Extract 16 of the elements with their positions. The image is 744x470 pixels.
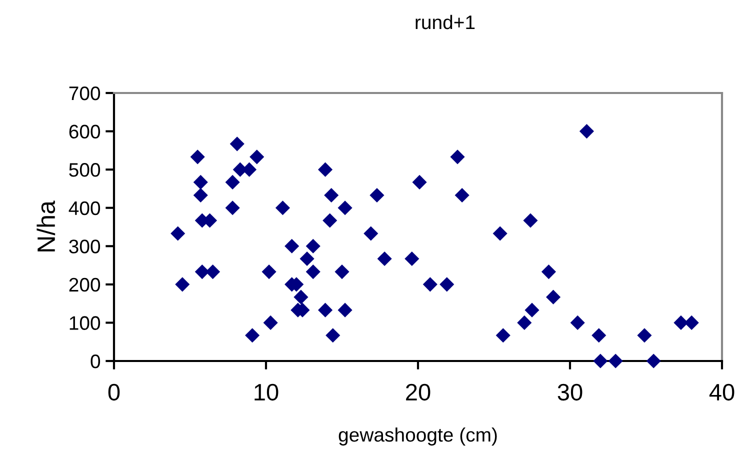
y-tick-label: 600 [69,124,100,139]
x-tick-label: 0 [108,384,120,401]
y-tick-label: 100 [70,316,100,330]
x-tick-label: 30 [558,384,582,401]
y-axis-title: N/ha [36,200,56,252]
y-tick-label: 200 [69,278,100,292]
y-tick-label: 500 [69,163,100,177]
x-axis-title: gewashoogte (cm) [338,427,497,446]
y-tick-label: 700 [69,86,100,100]
y-tick-label: 0 [90,354,100,368]
x-tick-label: 10 [254,384,278,401]
y-tick-label: 400 [68,201,100,216]
y-tick-label: 300 [69,240,100,254]
x-tick-label: 20 [406,384,430,401]
chart-title: rund+1 [416,14,475,30]
x-tick-label: 40 [709,384,734,401]
